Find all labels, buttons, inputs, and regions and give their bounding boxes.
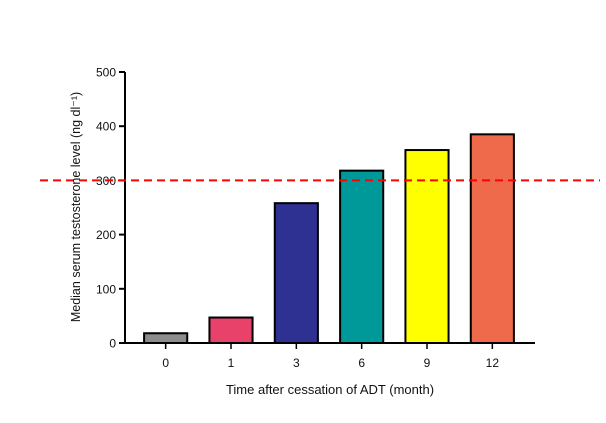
bars: [143, 133, 515, 344]
bar-9: [404, 149, 450, 344]
y-tick-label: 400: [96, 120, 116, 134]
x-tick-label: 3: [293, 356, 300, 370]
x-axis: 0 1 3 6 9 12: [125, 342, 535, 370]
y-axis-label: Median serum testosterone level (ng dl⁻¹…: [69, 92, 83, 322]
bar-1: [208, 316, 254, 344]
x-tick-label: 1: [228, 356, 235, 370]
x-tick-label: 6: [358, 356, 365, 370]
bar-12: [469, 133, 515, 344]
x-tick-label: 9: [424, 356, 431, 370]
bar-3: [273, 202, 319, 344]
y-tick-label: 100: [96, 282, 116, 296]
x-axis-label: Time after cessation of ADT (month): [226, 382, 434, 397]
bar-6: [339, 169, 385, 344]
x-tick-label: 0: [162, 356, 169, 370]
x-tick-label: 12: [486, 356, 500, 370]
y-tick-label: 200: [96, 228, 116, 242]
y-tick-label: 0: [109, 337, 116, 351]
bar-0: [143, 332, 189, 344]
y-tick-label: 500: [96, 66, 116, 80]
